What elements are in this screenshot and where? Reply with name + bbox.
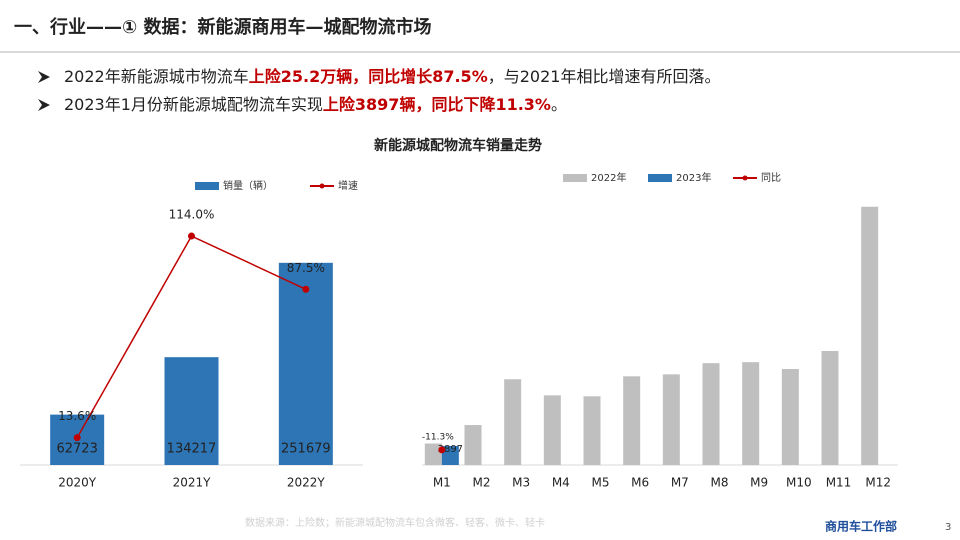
- bar-value-label: 251679: [281, 442, 331, 457]
- bullet-segment: 2022年新能源城市物流车: [64, 67, 249, 86]
- x-tick-label: M3: [512, 476, 530, 490]
- bar-value-label: 62723: [56, 442, 97, 457]
- bar: [781, 369, 799, 465]
- bar: [821, 350, 839, 465]
- bullet-segment: 。: [551, 95, 567, 114]
- line-value-label: 114.0%: [169, 208, 215, 222]
- bar: [583, 396, 601, 465]
- x-tick-label: M5: [592, 476, 610, 490]
- bar: [424, 443, 442, 465]
- line-point: [188, 232, 195, 240]
- x-tick-label: 2020Y: [58, 476, 97, 490]
- department: 商用车工作部: [825, 519, 897, 534]
- legend-label: 2022年: [591, 171, 626, 184]
- x-tick-label: M6: [631, 476, 649, 490]
- x-tick-label: M1: [433, 476, 451, 490]
- bar: [742, 362, 760, 465]
- bullet-text: 2022年新能源城市物流车上险25.2万辆，同比增长87.5%，与2021年相比…: [64, 67, 720, 86]
- bar: [464, 425, 482, 465]
- bar: [662, 374, 680, 465]
- source-note: 数据来源：上险数；新能源城配物流车包含微客、轻客、微卡、轻卡: [245, 516, 545, 529]
- line-value-label: 13.6%: [58, 409, 96, 423]
- legend-dot: [742, 175, 748, 181]
- line-point: [302, 285, 310, 293]
- bullet-marker: [38, 99, 50, 111]
- bullet-marker: [38, 71, 50, 83]
- legend-label: 增速: [338, 179, 358, 192]
- bar: [543, 395, 561, 465]
- x-tick-label: M11: [826, 476, 852, 490]
- line-point: [438, 446, 446, 454]
- x-tick-label: 2022Y: [287, 476, 326, 490]
- bullet-segment: 2023年1月份新能源城配物流车实现: [64, 95, 323, 114]
- x-tick-label: M4: [552, 476, 570, 490]
- bar: [278, 262, 333, 465]
- x-tick-label: M9: [750, 476, 768, 490]
- line-point: [73, 434, 81, 442]
- bar: [623, 376, 641, 465]
- x-tick-label: M8: [711, 476, 729, 490]
- slide-title: 一、行业——① 数据：新能源商用车—城配物流市场: [14, 16, 432, 38]
- x-tick-label: M7: [671, 476, 689, 490]
- legend-swatch: [195, 182, 219, 190]
- legend-label: 销量（辆）: [223, 179, 273, 192]
- line-value-label: 87.5%: [287, 261, 325, 275]
- chart-title: 新能源城配物流车销量走势: [374, 137, 542, 154]
- bar: [702, 363, 720, 465]
- page-number: 3: [945, 522, 951, 533]
- legend-dot: [319, 183, 325, 189]
- legend-label: 同比: [761, 172, 781, 184]
- legend-swatch: [648, 174, 672, 182]
- x-tick-label: M12: [865, 476, 891, 490]
- bar-value-label: 3897: [438, 444, 463, 455]
- x-tick-label: M10: [786, 476, 812, 490]
- bar: [164, 357, 219, 465]
- legend-swatch: [563, 174, 587, 182]
- bullet-text: 2023年1月份新能源城配物流车实现上险3897辆，同比下降11.3%。: [64, 95, 567, 114]
- bar-value-label: 134217: [167, 442, 217, 457]
- line-value-label: -11.3%: [422, 432, 454, 442]
- x-tick-label: 2021Y: [173, 476, 212, 490]
- bullet-segment: 上险3897辆，同比下降11.3%: [323, 95, 551, 114]
- legend-label: 2023年: [676, 171, 711, 184]
- bar: [861, 206, 879, 465]
- bullet-segment: ，与2021年相比增速有所回落。: [488, 67, 721, 86]
- x-tick-label: M2: [473, 476, 491, 490]
- bullet-segment: 上险25.2万辆，同比增长87.5%: [249, 67, 488, 86]
- bar: [441, 446, 459, 465]
- bar: [504, 379, 522, 465]
